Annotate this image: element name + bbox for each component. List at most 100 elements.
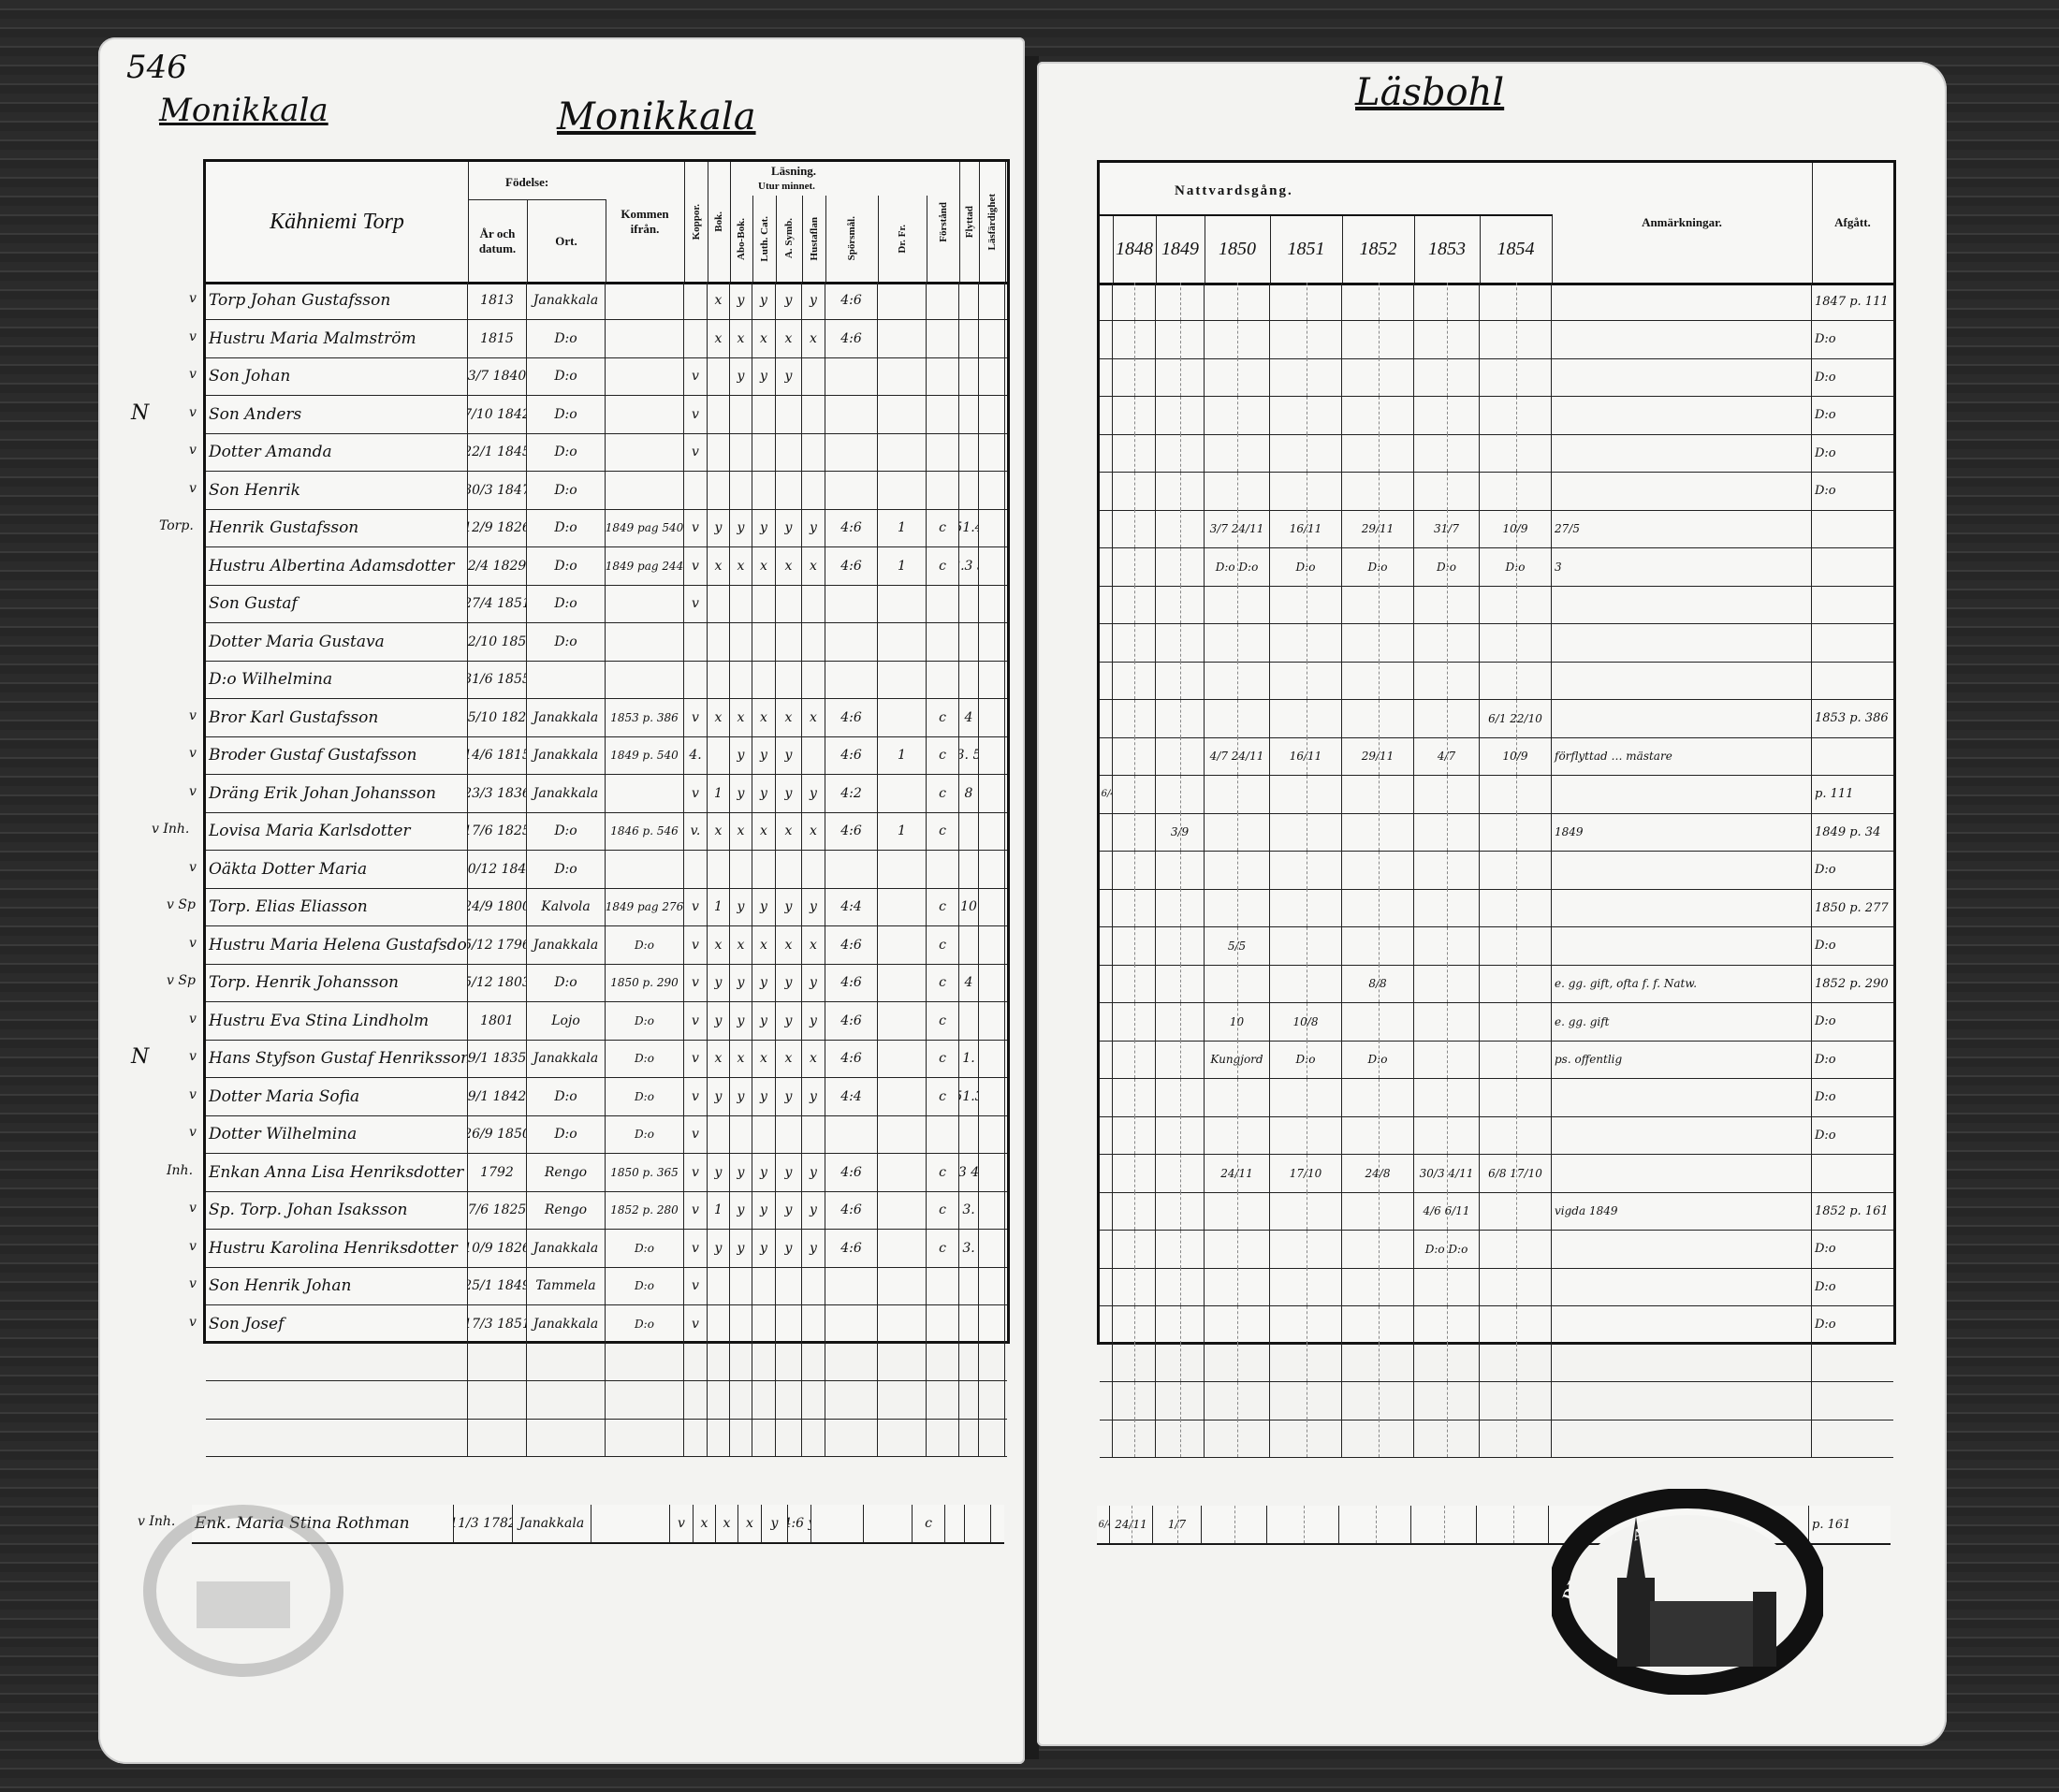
communion-subdivider [1447, 889, 1448, 926]
reading-mark: y [730, 888, 752, 925]
departed: D:o [1815, 1318, 1836, 1332]
communion-subdivider [1180, 965, 1181, 1002]
birth-place: D:o [527, 585, 606, 622]
person-name: Hustru Maria Malmström [206, 319, 468, 357]
reading-mark: x [708, 1040, 730, 1077]
communion-1854 [1480, 1002, 1552, 1041]
birth-date [468, 1343, 527, 1380]
reading-mark: y [762, 1505, 788, 1542]
reading-mark: y [708, 1077, 730, 1115]
communion-1849 [1156, 965, 1205, 1002]
communion-1850 [1205, 434, 1270, 472]
reading-mark: 4:6 [825, 812, 878, 850]
communion-1852 [1339, 1506, 1411, 1543]
communion-1853 [1414, 889, 1480, 926]
communion-1850: 10 [1205, 1002, 1270, 1041]
person-row: Hustru Maria Helena Gustafsdotter5/12 17… [189, 925, 1007, 965]
communion-lead [1100, 851, 1113, 889]
communion-subdivider [1134, 320, 1135, 358]
person-name: Torp. Elias Eliasson [206, 888, 468, 925]
person-row: Torp Johan Gustafsson 1813 Janakkala x y y y y 4… [189, 282, 1007, 320]
reading-mark [708, 585, 730, 622]
reading-mark [776, 471, 802, 509]
communion-subdivider [1515, 851, 1517, 889]
departed: D:o [1815, 1279, 1836, 1294]
communion-1851: D:o [1270, 547, 1342, 586]
communion-subdivider [1237, 1268, 1238, 1305]
communion-1854 [1480, 283, 1552, 320]
reading-mark: y [752, 774, 776, 812]
person-row: Dräng Erik Johan Johansson23/3 1836Janak… [189, 774, 1007, 813]
communion-1852 [1342, 889, 1414, 926]
person-row: Lovisa Maria Karlsdotter17/6 1825D:o1846… [152, 812, 1007, 851]
birth-date: 26/9 1850 [468, 1115, 527, 1153]
communion-lead [1100, 396, 1113, 434]
reading-mark [802, 357, 825, 395]
reading-mark: y [776, 1001, 802, 1040]
reading-mark: y [752, 888, 776, 925]
communion-subdivider [1237, 851, 1238, 889]
communion-subdivider [1237, 699, 1238, 737]
reading-mark [927, 1380, 959, 1419]
communion-subdivider [1515, 283, 1517, 320]
reading-mark [878, 1343, 927, 1380]
communion-1851: 16/11 [1270, 737, 1342, 775]
communion-1850 [1202, 1506, 1267, 1543]
person-name [206, 1380, 468, 1419]
communion-subdivider [1515, 1305, 1517, 1344]
reading-col-label: Spörsmål. [846, 216, 857, 261]
communion-subdivider [1237, 1305, 1238, 1344]
communion-1852 [1342, 1078, 1414, 1116]
communion-row: D:o [1100, 1078, 1893, 1117]
person-row: Bror Karl Gustafsson15/10 1828Janakkala1… [189, 698, 1007, 737]
reading-mark: v [684, 395, 708, 433]
remarks-header: Anmärkningar. [1552, 163, 1813, 283]
communion-1854 [1480, 775, 1552, 813]
communion-subdivider [1180, 1192, 1181, 1230]
birth-date: 30/12 1849 [468, 850, 527, 888]
communion-1851 [1270, 1344, 1342, 1381]
communion-subdivider [1180, 1344, 1181, 1381]
reading-mark: 4:6 [825, 546, 878, 585]
margin-note: v Inh. [152, 822, 190, 837]
reading-mark: y [752, 1001, 776, 1040]
communion-subdivider [1180, 1116, 1181, 1154]
communion-subdivider [1134, 1230, 1135, 1268]
communion-1853: 4/7 [1414, 737, 1480, 775]
communion-subdivider [1237, 434, 1238, 472]
came-from: 1849 pag 244 [606, 546, 684, 585]
reading-mark: y [730, 1077, 752, 1115]
communion-subdivider [1378, 1154, 1380, 1192]
communion-1849: 1/7 [1153, 1506, 1202, 1543]
reading-mark [752, 1267, 776, 1304]
person-row: D:o Wilhelmina31/6 1855 [206, 661, 1007, 699]
communion-subdivider [1515, 775, 1517, 813]
communion-subdivider [1234, 1506, 1235, 1543]
reading-mark [752, 661, 776, 698]
reading-mark: 1 [878, 546, 927, 585]
reading-mark [979, 1380, 1005, 1419]
reading-mark: y [708, 964, 730, 1001]
communion-1853 [1414, 358, 1480, 396]
year-date-header: År och datum. [468, 199, 528, 282]
reading-mark: c [927, 546, 959, 585]
reading-mark [730, 433, 752, 471]
communion-1848 [1113, 1381, 1156, 1420]
reading-mark [979, 1191, 1005, 1229]
reading-mark: y [752, 736, 776, 774]
communion-1850 [1205, 813, 1270, 851]
communion-subdivider [1134, 1268, 1135, 1305]
year-header: 1850 [1205, 214, 1271, 283]
margin-note: v [189, 367, 197, 382]
came-from: 1852 p. 280 [606, 1191, 684, 1229]
communion-1852 [1342, 662, 1414, 699]
communion-1851 [1270, 1420, 1342, 1457]
communion-subdivider [1515, 813, 1517, 851]
departed: D:o [1815, 1242, 1836, 1256]
communion-1854 [1480, 889, 1552, 926]
communion-1850 [1205, 586, 1270, 623]
reading-mark: 1 [708, 888, 730, 925]
birth-date: 1815 [468, 319, 527, 357]
margin-note: v [189, 1011, 197, 1027]
